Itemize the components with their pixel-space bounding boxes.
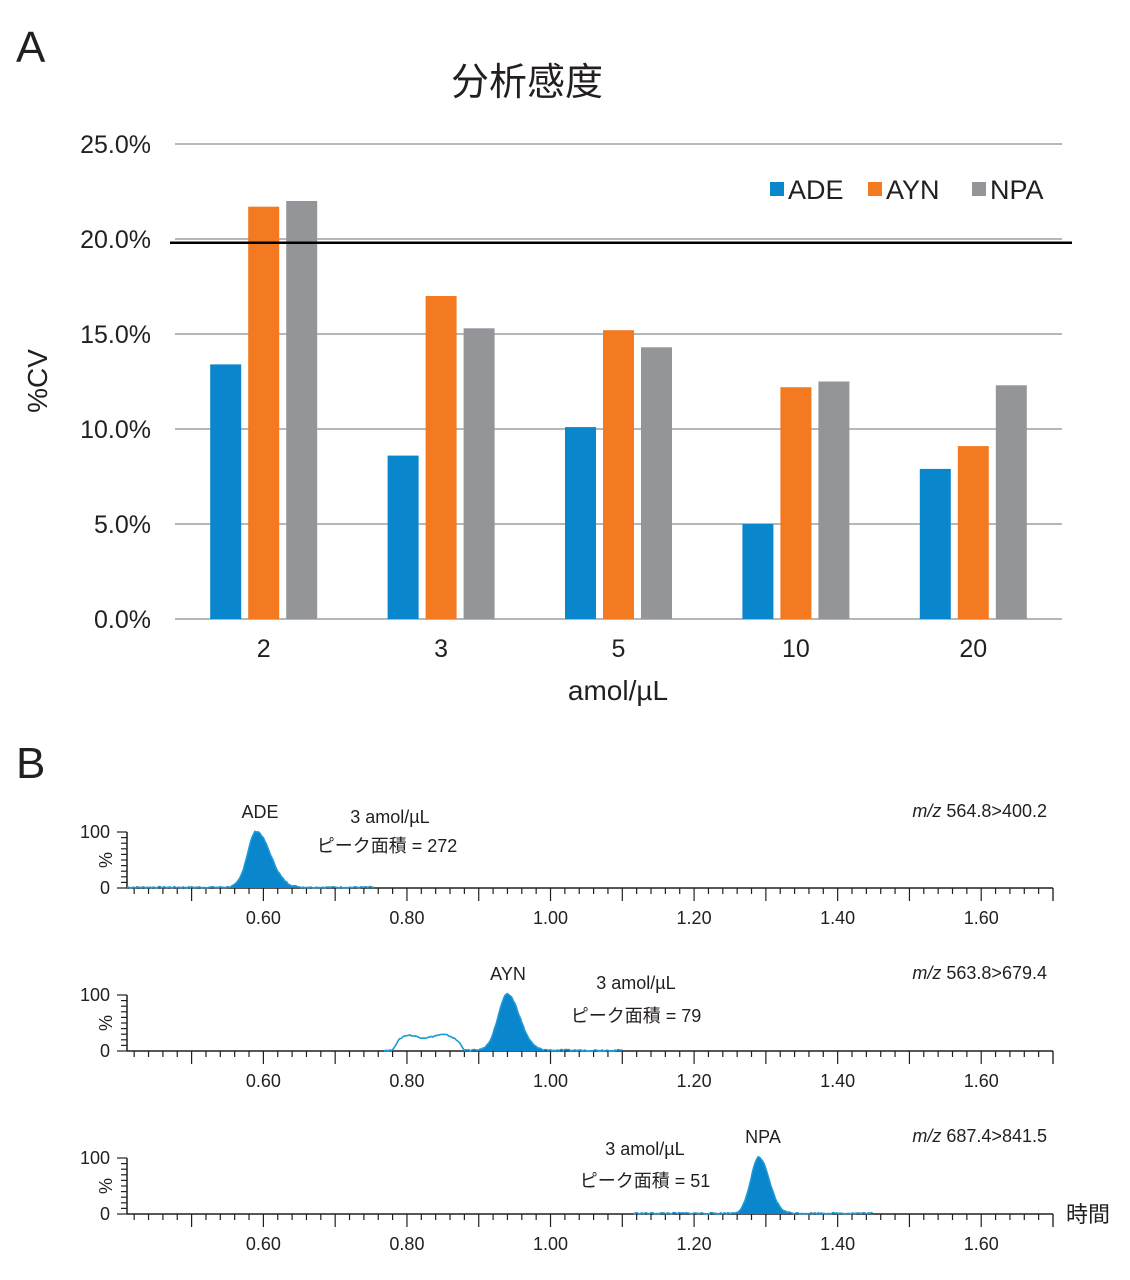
y-tick-label: 25.0% <box>80 131 151 159</box>
y-tick-label: 20.0% <box>80 226 151 254</box>
mz-prefix: m/z <box>912 1126 946 1146</box>
x-tick-label: 2 <box>257 635 271 663</box>
peak-fill-npa <box>735 1156 789 1214</box>
legend-swatch-npa <box>972 182 986 196</box>
legend-label-ayn: AYN <box>886 175 940 205</box>
peak-area-label: ピーク面積 = 79 <box>571 1006 702 1026</box>
chromatograms: 0.60 0.80 1.00 1.20 1.40 1.60 0 100% ADE 3 amol/µ… <box>80 801 1110 1254</box>
peak-area-label: ピーク面積 = 272 <box>317 836 458 856</box>
x-tick-label: 1.20 <box>677 1234 712 1254</box>
y-axis-label: % <box>96 1015 116 1031</box>
bar-ayn-2 <box>248 206 280 619</box>
concentration-label: 3 amol/µL <box>605 1139 684 1159</box>
y-tick-label-100: 100 <box>80 1148 110 1168</box>
x-tick-label: 3 <box>434 635 448 663</box>
y-tick-label-0: 0 <box>100 878 110 898</box>
peak-name-label: AYN <box>490 964 526 984</box>
x-tick-label: 0.60 <box>246 1234 281 1254</box>
bars <box>210 201 1027 619</box>
mz-prefix: m/z <box>912 801 946 821</box>
y-tick-label: 5.0% <box>94 511 151 539</box>
y-tick-label: 15.0% <box>80 321 151 349</box>
peak-area-label: ピーク面積 = 51 <box>580 1171 711 1191</box>
bar-npa-10 <box>818 381 850 619</box>
y-axis-label: % <box>96 852 116 868</box>
y-tick-labels: 0.0% 5.0% 10.0% 15.0% 20.0% 25.0% <box>80 131 151 634</box>
x-axis-label-time: 時間 <box>1066 1202 1110 1227</box>
y-tick-label: 10.0% <box>80 416 151 444</box>
trace-ayn <box>383 992 623 1052</box>
legend-label-ade: ADE <box>788 175 844 205</box>
y-axis-label: %CV <box>22 349 53 413</box>
y-tick-label-100: 100 <box>80 985 110 1005</box>
x-tick-label: 1.20 <box>677 1071 712 1091</box>
concentration-label: 3 amol/µL <box>350 807 429 827</box>
chromatogram-ade: 0.60 0.80 1.00 1.20 1.40 1.60 0 100% ADE 3 amol/µ… <box>80 801 1054 928</box>
x-tick-label: 1.60 <box>964 1071 999 1091</box>
x-tick-label: 1.20 <box>677 908 712 928</box>
y-tick-label-0: 0 <box>100 1204 110 1224</box>
concentration-label: 3 amol/µL <box>596 973 675 993</box>
mz-value: 564.8>400.2 <box>946 801 1047 821</box>
x-tick-label: 0.60 <box>246 1071 281 1091</box>
bar-npa-20 <box>995 385 1027 619</box>
x-tick-label: 1.00 <box>533 1071 568 1091</box>
x-tick-label: 0.80 <box>389 1071 424 1091</box>
x-tick-label: 20 <box>959 635 987 663</box>
legend-swatch-ade <box>770 182 784 196</box>
x-axis-label: amol/µL <box>568 675 668 706</box>
chromatogram-npa: 0.60 0.80 1.00 1.20 1.40 1.60 0 100% NPA 3 amol/µ… <box>80 1126 1110 1254</box>
bar-ade-10 <box>742 524 774 619</box>
trace-ade <box>126 830 374 889</box>
peak-name-label: NPA <box>745 1127 781 1147</box>
bar-ade-20 <box>919 468 951 619</box>
x-tick-label: 1.00 <box>533 1234 568 1254</box>
panel-label-b: B <box>16 739 45 788</box>
mz-transition-label: m/z 687.4>841.5 <box>912 1126 1047 1146</box>
x-tick-label: 1.00 <box>533 908 568 928</box>
trace-npa <box>632 1155 873 1216</box>
mz-value: 687.4>841.5 <box>946 1126 1047 1146</box>
chromatogram-ayn: 0.60 0.80 1.00 1.20 1.40 1.60 0 100% AYN 3 amol/µ… <box>80 963 1054 1091</box>
bar-npa-2 <box>286 201 318 619</box>
legend: ADE AYN NPA <box>770 175 1044 205</box>
bar-ayn-10 <box>780 387 812 619</box>
bar-npa-5 <box>641 347 672 619</box>
mz-value: 563.8>679.4 <box>946 963 1047 983</box>
bar-ade-2 <box>210 364 242 619</box>
bar-npa-3 <box>463 328 495 619</box>
panel-label-a: A <box>16 23 46 72</box>
bar-ade-5 <box>565 427 596 619</box>
legend-label-npa: NPA <box>990 175 1044 205</box>
legend-swatch-ayn <box>868 182 882 196</box>
peak-name-label: ADE <box>241 802 278 822</box>
x-tick-label: 1.40 <box>820 1234 855 1254</box>
x-tick-label: 5 <box>612 635 626 663</box>
bar-ayn-20 <box>957 446 989 619</box>
x-tick-label: 1.40 <box>820 1071 855 1091</box>
x-tick-label: 0.80 <box>389 1234 424 1254</box>
x-tick-labels: 2 3 5 10 20 <box>257 635 987 663</box>
x-tick-label: 0.60 <box>246 908 281 928</box>
y-tick-label: 0.0% <box>94 606 151 634</box>
x-tick-label: 1.60 <box>964 1234 999 1254</box>
x-tick-label: 0.80 <box>389 908 424 928</box>
mz-prefix: m/z <box>912 963 946 983</box>
mz-transition-label: m/z 564.8>400.2 <box>912 801 1047 821</box>
bar-chart-cv: 分析感度 0.0%5.0%10.0%15.0%20.0%25.0% 2 3 5 10 2… <box>22 62 1072 706</box>
y-tick-label-100: 100 <box>80 822 110 842</box>
x-tick-label: 1.60 <box>964 908 999 928</box>
x-tick-label: 1.40 <box>820 908 855 928</box>
y-axis-label: % <box>96 1178 116 1194</box>
y-tick-label-0: 0 <box>100 1041 110 1061</box>
chart-title: 分析感度 <box>451 62 603 104</box>
bar-ayn-3 <box>425 296 457 619</box>
bar-ade-3 <box>387 455 419 619</box>
mz-transition-label: m/z 563.8>679.4 <box>912 963 1047 983</box>
peak-fill-ade <box>230 831 297 888</box>
x-tick-label: 10 <box>782 635 810 663</box>
bar-ayn-5 <box>603 330 634 619</box>
